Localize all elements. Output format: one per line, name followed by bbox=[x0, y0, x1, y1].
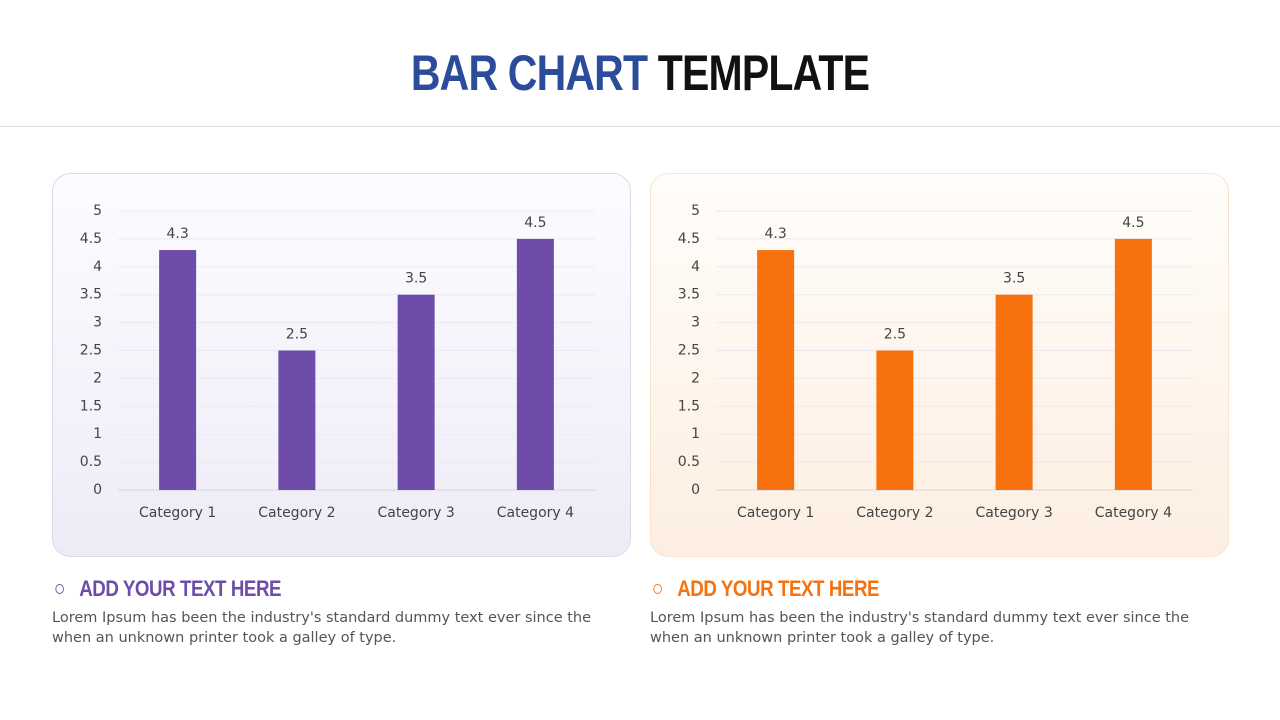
y-tick-label: 2 bbox=[93, 370, 102, 386]
y-tick-label: 0.5 bbox=[678, 454, 700, 470]
y-tick-label: 2 bbox=[691, 370, 700, 386]
caption-heading-row: ADD YOUR TEXT HERE bbox=[650, 576, 1109, 602]
caption-heading: ADD YOUR TEXT HERE bbox=[677, 576, 880, 601]
y-tick-label: 3.5 bbox=[80, 287, 102, 303]
data-label: 2.5 bbox=[884, 327, 906, 343]
x-tick-label: Category 3 bbox=[975, 505, 1052, 521]
x-tick-label: Category 2 bbox=[258, 505, 335, 521]
title-part: BAR CHART bbox=[410, 45, 648, 101]
y-tick-label: 0 bbox=[691, 482, 700, 498]
bullet bbox=[55, 584, 64, 594]
x-tick-label: Category 4 bbox=[1095, 505, 1172, 521]
bar bbox=[876, 350, 914, 490]
caption-text: Lorem Ipsum has been the industry's stan… bbox=[650, 610, 1190, 646]
x-tick-label: Category 2 bbox=[856, 505, 933, 521]
bar bbox=[1114, 238, 1152, 490]
data-label: 2.5 bbox=[286, 327, 308, 343]
y-tick-label: 5 bbox=[93, 203, 102, 219]
y-tick-label: 0 bbox=[93, 482, 102, 498]
y-tick-label: 3 bbox=[691, 315, 700, 331]
y-tick-label: 1 bbox=[93, 426, 102, 442]
caption-heading-row: ADD YOUR TEXT HERE bbox=[52, 576, 511, 602]
data-label: 3.5 bbox=[1003, 271, 1025, 287]
title-part: TEMPLATE bbox=[657, 45, 870, 101]
y-tick-label: 1 bbox=[691, 426, 700, 442]
y-tick-label: 4 bbox=[93, 259, 102, 275]
bar bbox=[757, 250, 795, 490]
caption-text: Lorem Ipsum has been the industry's stan… bbox=[52, 610, 592, 646]
y-tick-label: 4.5 bbox=[678, 231, 700, 247]
caption-heading: ADD YOUR TEXT HERE bbox=[79, 576, 282, 601]
y-tick-label: 1.5 bbox=[678, 398, 700, 414]
y-tick-label: 4 bbox=[691, 259, 700, 275]
caption: ADD YOUR TEXT HERE Lorem Ipsum has been … bbox=[52, 576, 592, 648]
bar bbox=[516, 238, 554, 490]
y-tick-label: 4.5 bbox=[80, 231, 102, 247]
x-tick-label: Category 4 bbox=[497, 505, 574, 521]
y-tick-label: 1.5 bbox=[80, 398, 102, 414]
data-label: 4.5 bbox=[524, 215, 546, 231]
x-tick-label: Category 1 bbox=[139, 505, 216, 521]
data-label: 4.5 bbox=[1122, 215, 1144, 231]
bar bbox=[397, 294, 435, 490]
bullet bbox=[653, 584, 662, 594]
y-tick-label: 2.5 bbox=[678, 343, 700, 359]
data-label: 4.3 bbox=[764, 226, 786, 242]
bar bbox=[995, 294, 1033, 490]
x-tick-label: Category 1 bbox=[737, 505, 814, 521]
data-label: 3.5 bbox=[405, 271, 427, 287]
y-tick-label: 0.5 bbox=[80, 454, 102, 470]
y-tick-label: 5 bbox=[691, 203, 700, 219]
bar bbox=[159, 250, 197, 490]
caption: ADD YOUR TEXT HERE Lorem Ipsum has been … bbox=[650, 576, 1190, 648]
y-tick-label: 2.5 bbox=[80, 343, 102, 359]
bar bbox=[278, 350, 316, 490]
data-label: 4.3 bbox=[166, 226, 188, 242]
y-tick-label: 3.5 bbox=[678, 287, 700, 303]
x-tick-label: Category 3 bbox=[377, 505, 454, 521]
title: BAR CHART TEMPLATE bbox=[115, 44, 1165, 102]
y-tick-label: 3 bbox=[93, 315, 102, 331]
chart-panel bbox=[650, 173, 1229, 557]
chart-panel bbox=[52, 173, 631, 557]
